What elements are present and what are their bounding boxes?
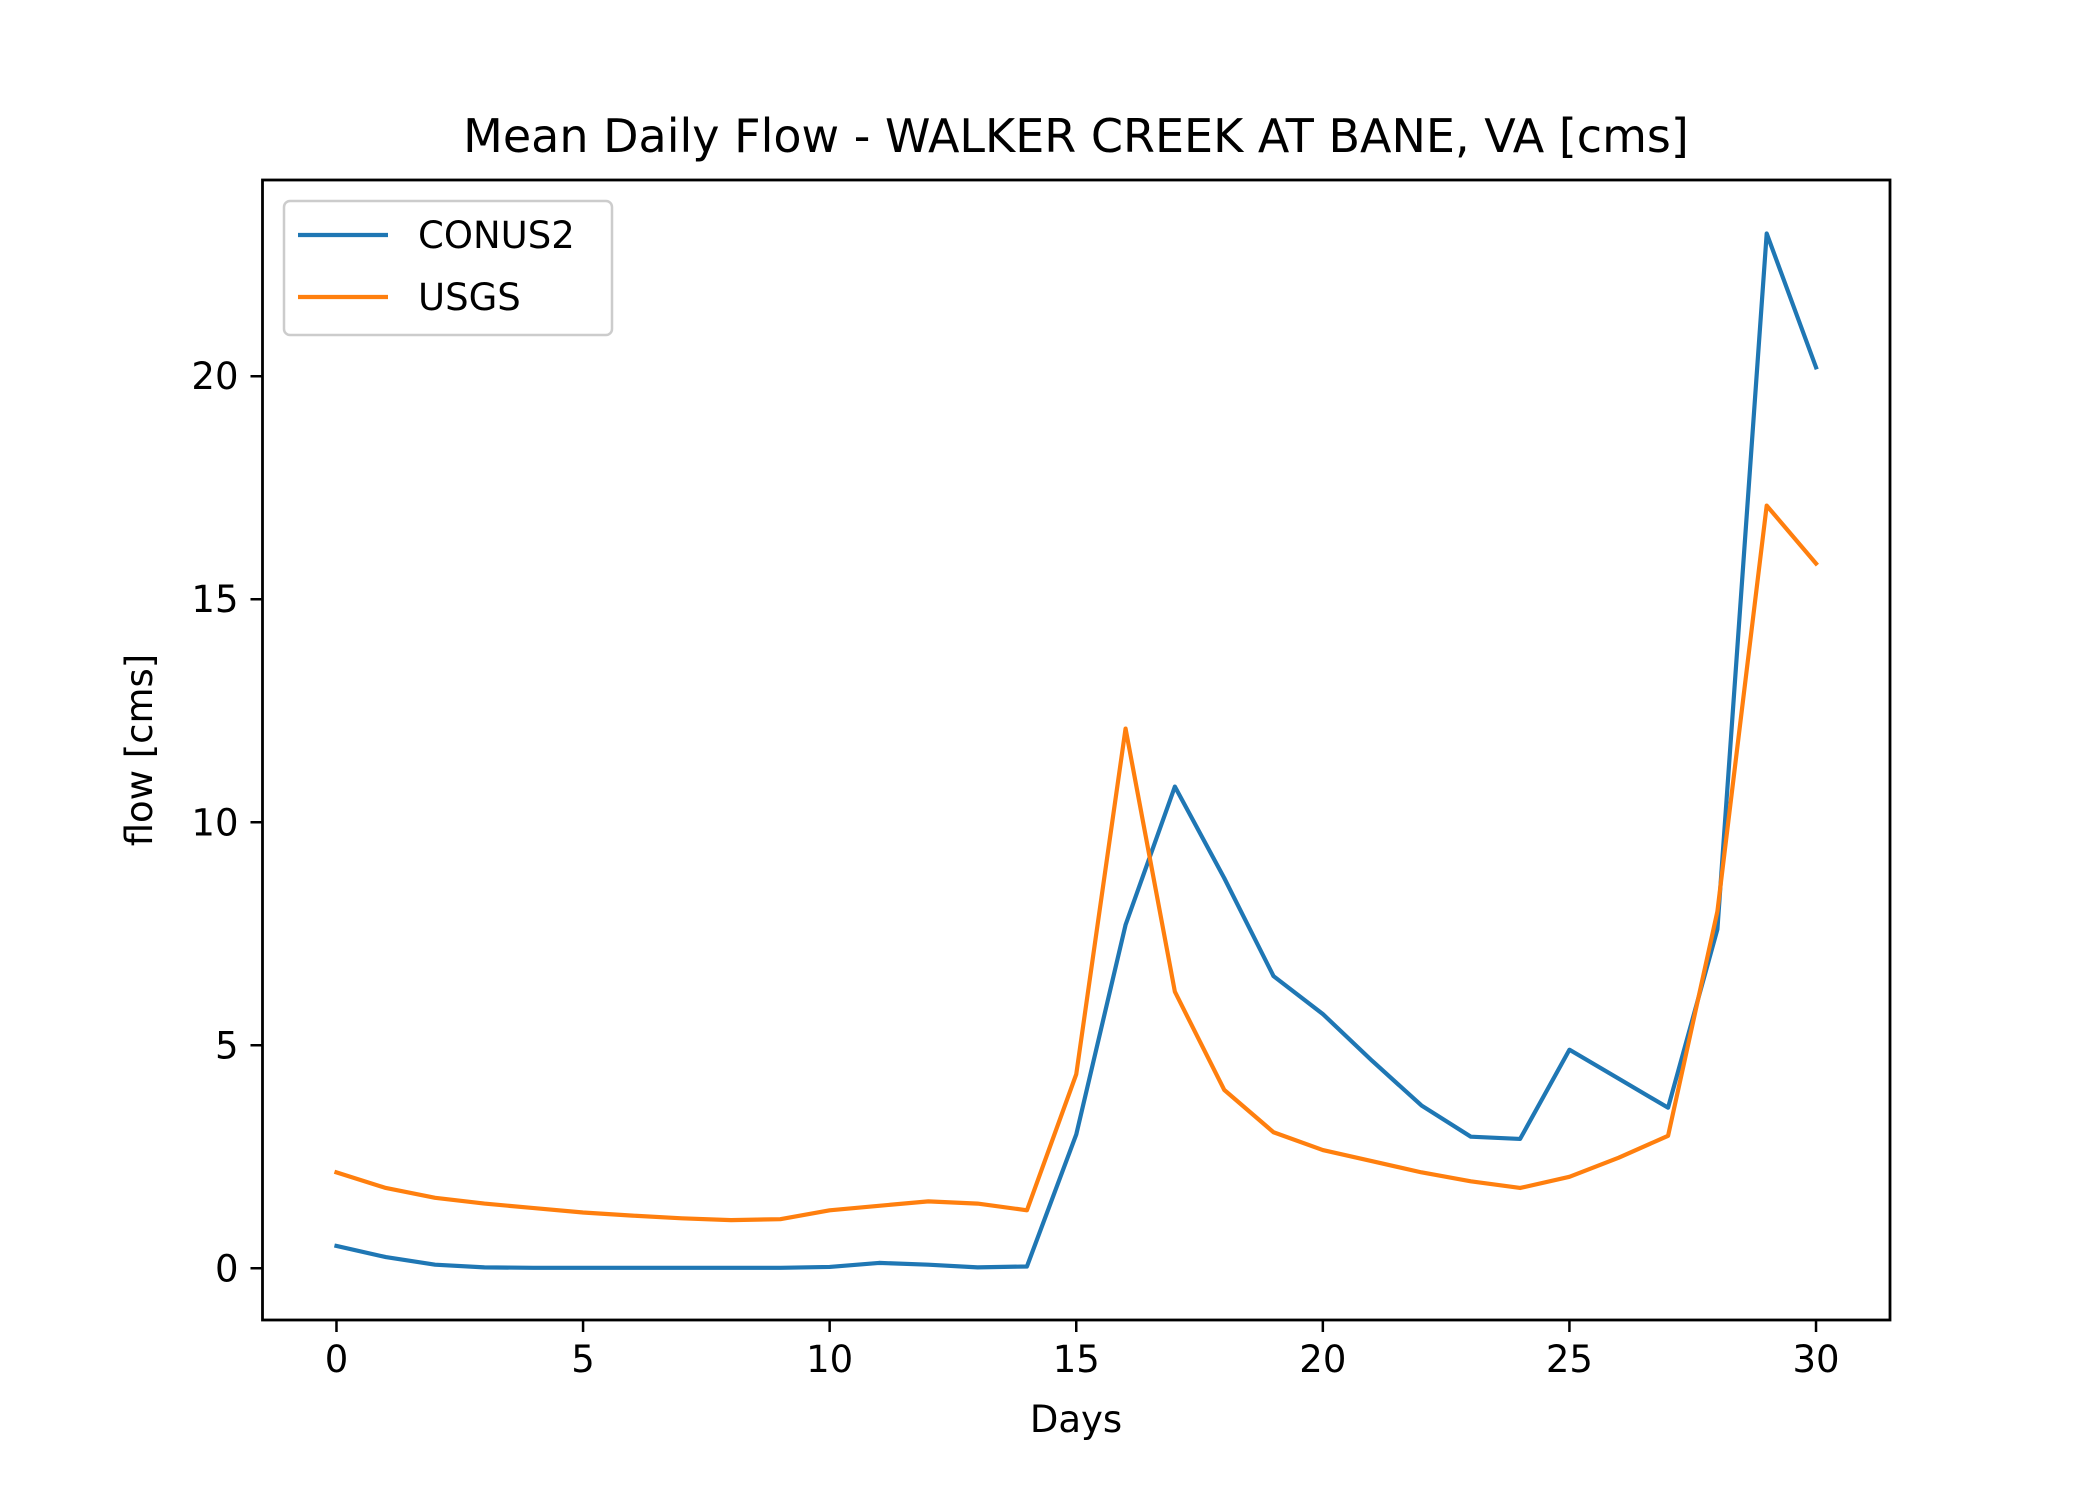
x-tick-label: 0 <box>325 1338 349 1381</box>
x-tick-label: 20 <box>1299 1338 1346 1381</box>
x-tick-label: 10 <box>806 1338 853 1381</box>
series-layer <box>333 231 1819 1270</box>
x-tick-label: 5 <box>571 1338 595 1381</box>
y-tick-label: 15 <box>191 578 238 621</box>
legend-label-usgs: USGS <box>418 276 521 319</box>
y-tick-label: 5 <box>215 1024 239 1067</box>
legend: CONUS2 USGS <box>282 199 614 337</box>
series-line-conus2 <box>333 231 1819 1270</box>
x-axis-label: Days <box>1030 1398 1122 1441</box>
x-tick-label: 30 <box>1792 1338 1839 1381</box>
y-axis-label: flow [cms] <box>118 654 161 847</box>
y-tick-label: 0 <box>215 1247 239 1290</box>
series-line-usgs <box>333 503 1819 1223</box>
y-tick-label: 10 <box>191 801 238 844</box>
legend-label-conus2: CONUS2 <box>418 214 575 257</box>
x-tick-label: 25 <box>1546 1338 1593 1381</box>
x-tick-label: 15 <box>1053 1338 1100 1381</box>
plot-frame <box>261 178 1892 1322</box>
tick-layer: 0 5 10 15 20 25 30 0 5 10 15 20 <box>191 355 1839 1381</box>
y-tick-label: 20 <box>191 355 238 398</box>
chart-title: Mean Daily Flow - WALKER CREEK AT BANE, … <box>463 109 1689 163</box>
